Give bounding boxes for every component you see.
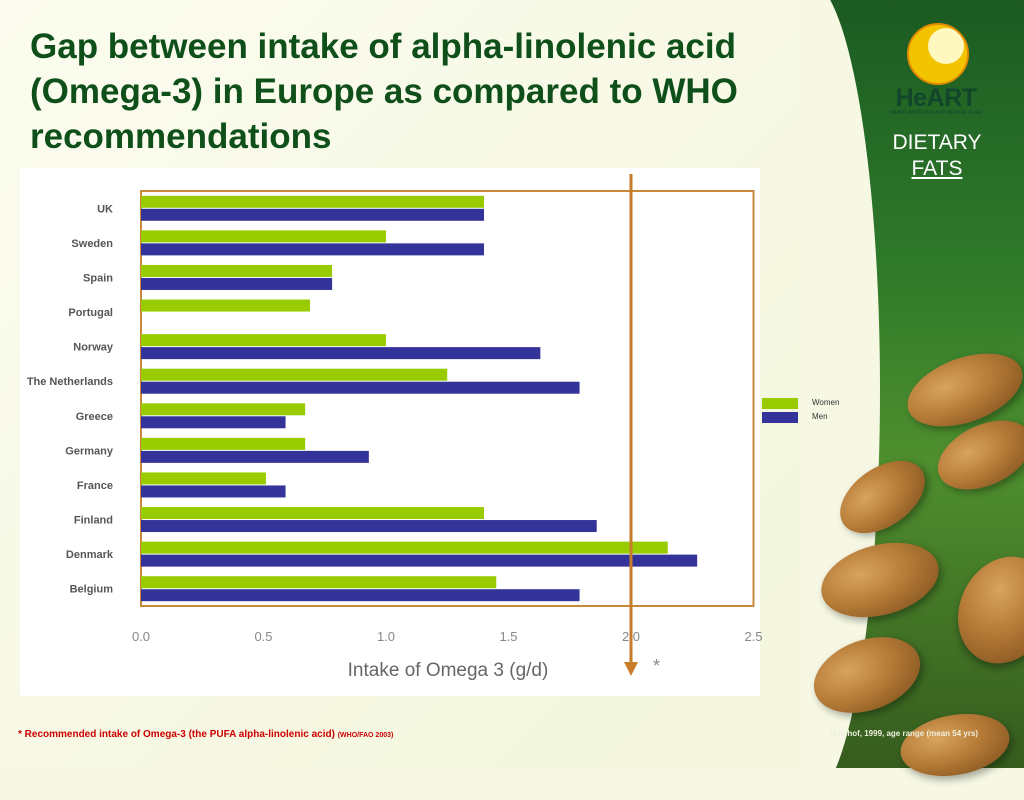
recommendation-marker: *: [653, 656, 660, 676]
bar-men: [141, 450, 369, 463]
dietary-fats-label: DIETARY FATS: [872, 130, 1002, 182]
category-label: Finland: [74, 515, 113, 527]
category-label: The Netherlands: [27, 376, 113, 388]
omega3-bar-chart: UK Sweden Spain Portugal Norway The Netherlan…: [27, 174, 763, 681]
x-axis-label: Intake of Omega 3 (g/d): [348, 660, 549, 681]
bar-men: [141, 589, 580, 602]
bar-men: [141, 347, 541, 360]
bar-men: [141, 243, 484, 256]
legend-swatch-women: [762, 398, 798, 409]
x-tick-label: 0.5: [254, 629, 272, 644]
category-label: Spain: [83, 272, 113, 284]
bar-women: [141, 299, 311, 312]
footnote-main: * Recommended intake of Omega-3 (the PUF…: [18, 729, 335, 740]
bar-men: [141, 554, 698, 567]
bar-women: [141, 507, 484, 520]
bar-women: [141, 541, 668, 554]
chart-frame: [140, 190, 755, 607]
legend-label-women: Women: [812, 398, 840, 407]
category-label: Norway: [73, 342, 114, 354]
category-label: Greece: [76, 411, 113, 423]
bar-men: [141, 520, 597, 533]
legend-label-men: Men: [812, 412, 828, 421]
category-label: Denmark: [66, 549, 114, 561]
logo-subtext: HEART ADVISORY AND REVIEW TEAM: [890, 110, 982, 116]
bar-men: [141, 277, 333, 290]
heart-logo-icon: [907, 23, 969, 85]
x-tick-label: 2.5: [744, 629, 762, 644]
bar-women: [141, 264, 333, 277]
slide-title: Gap between intake of alpha-linolenic ac…: [30, 27, 738, 156]
bar-women: [141, 403, 306, 416]
bar-men: [141, 208, 484, 221]
bar-women: [141, 334, 386, 347]
bar-men: [141, 381, 580, 394]
footnote: * Recommended intake of Omega-3 (the PUF…: [18, 729, 393, 740]
bar-women: [141, 230, 386, 243]
bar-women: [141, 576, 497, 589]
legend-swatch-men: [762, 412, 798, 423]
logo-text: HeART: [895, 84, 977, 112]
bar-men: [141, 416, 286, 429]
x-tick-label: 1.5: [499, 629, 517, 644]
bar-women: [141, 368, 448, 381]
bar-men: [141, 485, 286, 498]
bar-women: [141, 437, 306, 450]
footnote-source: (WHO/FAO 2003): [337, 732, 394, 739]
fats-label: FATS: [911, 157, 963, 180]
x-tick-label: 1.0: [377, 629, 395, 644]
source-citation: Huishof, 1999, age range (mean 54 yrs): [830, 729, 979, 738]
bar-women: [141, 195, 484, 208]
category-label: Sweden: [71, 238, 113, 250]
category-label: Belgium: [70, 584, 114, 596]
dietary-label: DIETARY: [892, 131, 982, 154]
category-label: UK: [97, 203, 113, 215]
category-label: Portugal: [68, 307, 113, 319]
recommendation-arrow-icon: [624, 662, 638, 676]
chart-panel: [20, 168, 760, 696]
category-label: Germany: [65, 445, 114, 457]
category-label: France: [77, 480, 113, 492]
x-tick-label: 0.0: [132, 629, 150, 644]
bar-women: [141, 472, 266, 485]
